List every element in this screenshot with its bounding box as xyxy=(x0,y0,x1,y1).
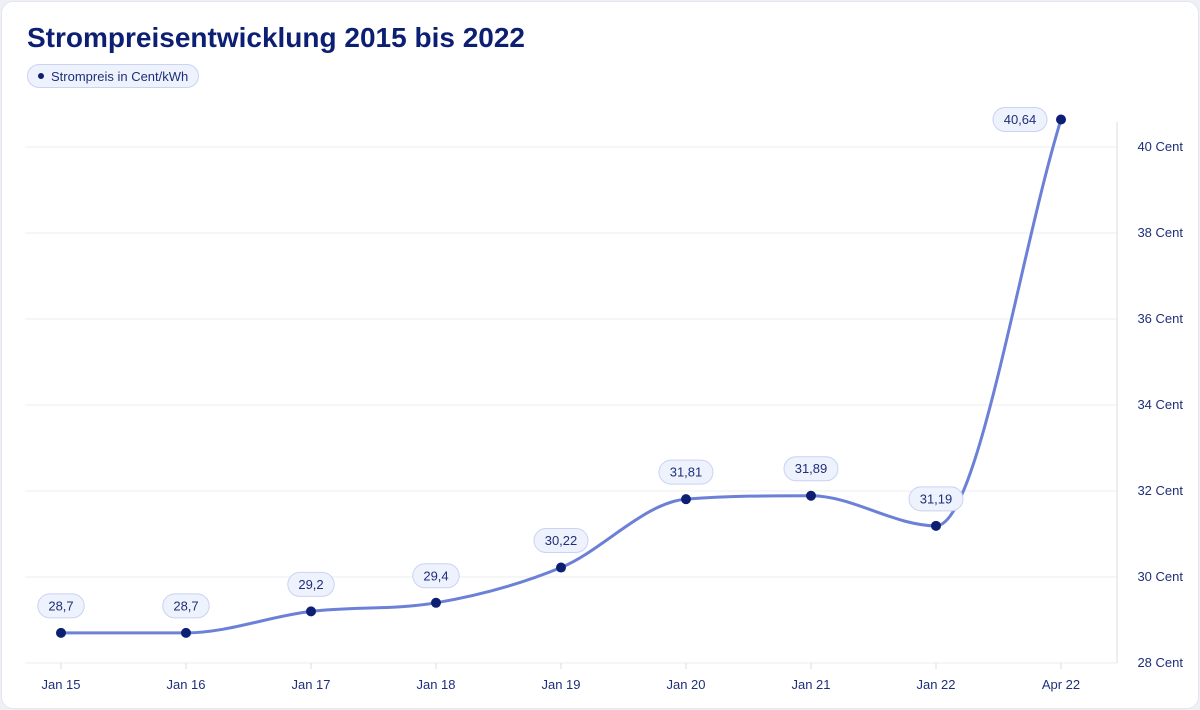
data-label-pill xyxy=(992,106,1048,132)
data-point xyxy=(806,490,816,501)
data-label: 31,19 xyxy=(920,491,953,506)
x-tick-label: Apr 22 xyxy=(1042,677,1080,692)
legend-label: Strompreis in Cent/kWh xyxy=(51,68,189,84)
chart-title: Strompreisentwicklung 2015 bis 2022 xyxy=(27,22,525,53)
y-tick-label: 40 Cent xyxy=(1137,139,1183,154)
x-tick-label: Jan 15 xyxy=(41,677,80,692)
data-label-pill xyxy=(908,486,964,512)
data-label-pill xyxy=(162,593,210,619)
y-tick-label: 32 Cent xyxy=(1137,483,1183,498)
data-label: 29,2 xyxy=(298,577,323,592)
x-tick-label: Jan 22 xyxy=(916,677,955,692)
y-tick-label: 38 Cent xyxy=(1137,225,1183,240)
data-label: 28,7 xyxy=(48,598,73,613)
data-point xyxy=(1056,114,1066,125)
x-tick-label: Jan 21 xyxy=(791,677,830,692)
data-label: 30,22 xyxy=(545,533,578,548)
data-point xyxy=(56,627,66,638)
legend-marker xyxy=(38,73,44,79)
data-point xyxy=(306,606,316,617)
data-point xyxy=(431,597,441,608)
y-tick-label: 28 Cent xyxy=(1137,655,1183,670)
y-tick-label: 30 Cent xyxy=(1137,569,1183,584)
data-point xyxy=(681,494,691,505)
y-tick-label: 34 Cent xyxy=(1137,397,1183,412)
legend-item[interactable]: Strompreis in Cent/kWh xyxy=(27,64,200,88)
data-label: 40,64 xyxy=(1004,112,1037,127)
series-line xyxy=(59,117,1063,635)
y-tick-label: 36 Cent xyxy=(1137,311,1183,326)
data-label-pill xyxy=(783,456,839,482)
data-label-pill xyxy=(533,528,589,554)
data-point xyxy=(181,627,191,638)
x-tick-label: Jan 18 xyxy=(416,677,455,692)
x-tick-label: Jan 19 xyxy=(541,677,580,692)
data-label-pill xyxy=(287,571,335,597)
data-label-pill xyxy=(658,459,714,485)
data-label: 29,4 xyxy=(423,568,448,583)
data-label-pill xyxy=(37,593,85,619)
x-tick-label: Jan 17 xyxy=(291,677,330,692)
data-label: 31,81 xyxy=(670,465,703,480)
data-label: 28,7 xyxy=(173,598,198,613)
x-tick-label: Jan 16 xyxy=(166,677,205,692)
data-label-pill xyxy=(412,563,460,589)
data-point xyxy=(931,520,941,531)
data-point xyxy=(556,562,566,573)
data-label: 31,89 xyxy=(795,461,828,476)
x-tick-label: Jan 20 xyxy=(666,677,705,692)
